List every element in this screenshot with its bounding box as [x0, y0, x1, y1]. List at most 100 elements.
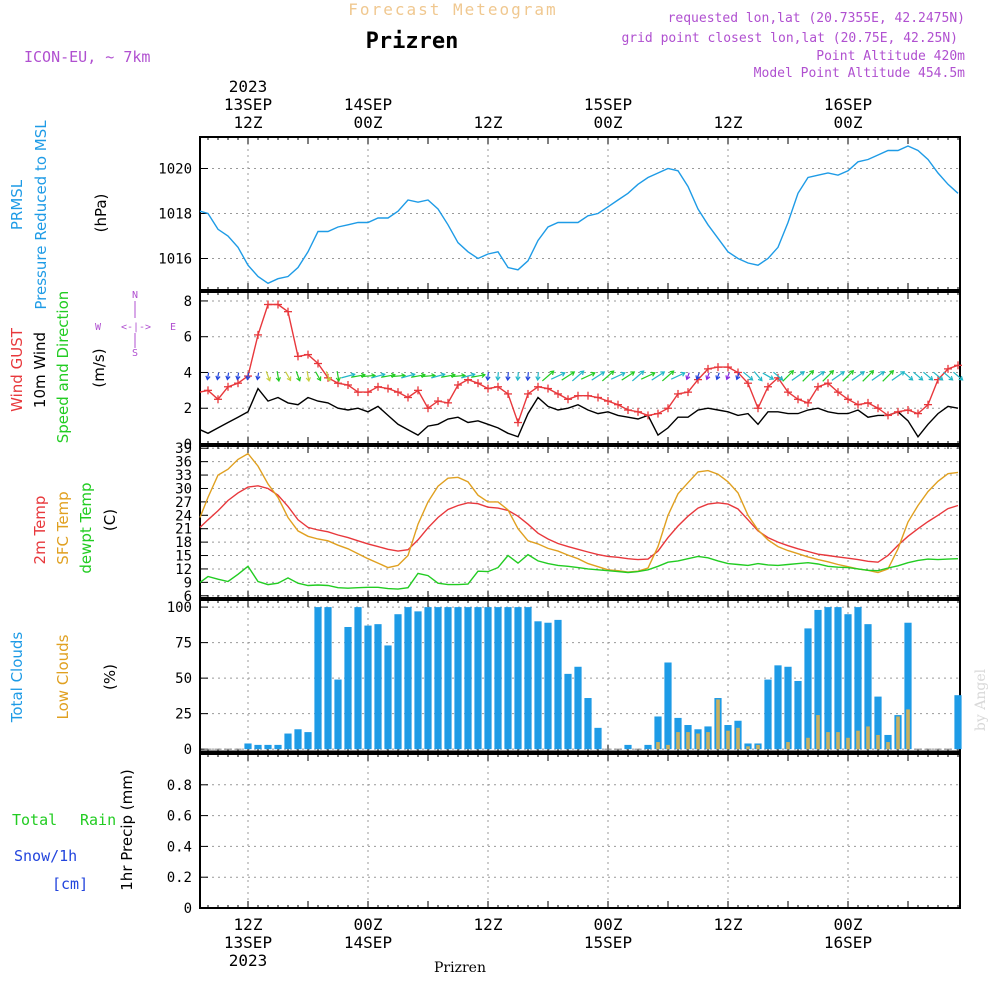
total-cloud-bar [404, 607, 412, 750]
total-cloud-bar [834, 607, 842, 750]
total-cloud-bar [874, 696, 882, 750]
wind-arrow [762, 372, 774, 380]
total-cloud-bar [424, 607, 432, 750]
pressure-line [199, 145, 959, 285]
wind-arrow [295, 371, 301, 381]
wind-arrow-head [757, 376, 763, 382]
wind-arrow-head [685, 375, 691, 381]
wind-arrow-head [600, 371, 606, 376]
sfct-line [199, 452, 959, 574]
wind-arrow [487, 372, 489, 381]
ytick-label: 0 [184, 901, 192, 917]
wind-arrow [537, 372, 539, 381]
ytick-label: 1016 [158, 252, 192, 268]
wind-arrow [706, 372, 710, 380]
low-cloud-bar [676, 732, 680, 750]
top-hour-label: 00Z [354, 113, 383, 132]
wind-arrow [246, 372, 250, 380]
wind-arrow [390, 374, 406, 378]
wind-arrow [550, 372, 566, 380]
prmsl-label: PRMSL [8, 179, 26, 230]
total-cloud-bar [274, 744, 282, 750]
wind-arrow-head [275, 377, 281, 383]
total-cloud-bar [954, 695, 962, 750]
wind-arrow-head [215, 375, 221, 381]
total-cloud-bar [284, 733, 292, 750]
wind-arrow-head [660, 371, 666, 376]
low-cloud-bar [716, 699, 720, 750]
wind-arrow [591, 371, 605, 381]
wind-arrow [831, 371, 845, 381]
ytick-label: 39 [175, 441, 192, 457]
wind-arrow-head [255, 375, 261, 381]
wind-arrow-head [410, 372, 416, 378]
total-cloud-bar [384, 645, 392, 750]
ytick-label: 25 [175, 707, 192, 723]
top-year-label: 2023 [229, 77, 268, 96]
wind-arrow-head [560, 371, 566, 377]
ytick-label: 0.4 [167, 839, 192, 855]
wind-arrow-head [609, 370, 615, 376]
compass-s: S [132, 348, 138, 359]
total-label: Total [12, 811, 57, 829]
total-cloud-bar [254, 744, 262, 750]
dewpt-line [199, 553, 959, 590]
wind-arrow [336, 371, 340, 382]
total-cloud-bar [584, 698, 592, 750]
ytick-label: 1020 [158, 162, 192, 178]
low-cloud-bar [816, 715, 820, 750]
top-date-label: 14SEP [344, 95, 392, 114]
wind-arrow [441, 374, 455, 378]
wind-arrow [640, 372, 656, 380]
ytick-label: 9 [184, 575, 192, 591]
ms-label: (m/s) [90, 348, 108, 387]
wind-arrow [726, 372, 730, 380]
compass-w: W [95, 322, 102, 333]
wind-arrow [341, 373, 355, 379]
low-cloud-bar [666, 744, 670, 750]
bottom-hour-label: 00Z [834, 915, 863, 934]
wind-arrow [497, 372, 499, 381]
wind-arrow-head [849, 369, 855, 375]
wind-arrow-head [715, 375, 721, 381]
wind-arrow-head [820, 371, 826, 376]
wind-arrow [420, 374, 436, 378]
low-cloud-bar [736, 727, 740, 750]
model-label: ICON-EU, ~ 7km [24, 48, 150, 66]
total-cloud-bar [624, 744, 632, 750]
ytick-label: 2 [184, 401, 192, 417]
wind-arrow-head [296, 376, 302, 382]
top-hour-label: 00Z [594, 113, 623, 132]
wind-arrow [953, 371, 963, 381]
wind-arrow-head [669, 370, 675, 376]
wind-arrow-head [639, 370, 645, 376]
wind-arrow [411, 374, 425, 378]
total-cloud-bar [524, 607, 532, 750]
total-cloud-bar [534, 621, 542, 750]
ytick-label: 4 [184, 365, 192, 381]
wind-arrow-head [525, 376, 531, 382]
wind-arrow [686, 372, 690, 380]
wind-arrow-head [326, 376, 332, 382]
ytick-label: 18 [175, 535, 192, 551]
wind-arrow-head [505, 376, 511, 382]
top-hour-label: 12Z [234, 113, 263, 132]
wind-arrow [276, 371, 280, 382]
wind-arrow [822, 370, 834, 382]
wind-arrow [206, 372, 210, 380]
wind-arrow-head [225, 375, 231, 381]
ytick-label: 0.6 [167, 809, 192, 825]
wind-arrow [670, 372, 686, 380]
ytick-label: 21 [175, 522, 192, 538]
ytick-label: 0 [184, 437, 192, 453]
wind-arrow [802, 370, 814, 382]
wind-arrow-head [480, 372, 486, 378]
top-date-label: 15SEP [584, 95, 632, 114]
wind10-label: 10m Wind [31, 332, 49, 408]
total-cloud-bar [474, 607, 482, 750]
top-date-label: 13SEP [224, 95, 272, 114]
wind-arrow-head [928, 375, 934, 381]
wind-arrow [943, 371, 953, 381]
wind-arrow [284, 371, 292, 381]
wind-arrow-head [590, 371, 596, 377]
